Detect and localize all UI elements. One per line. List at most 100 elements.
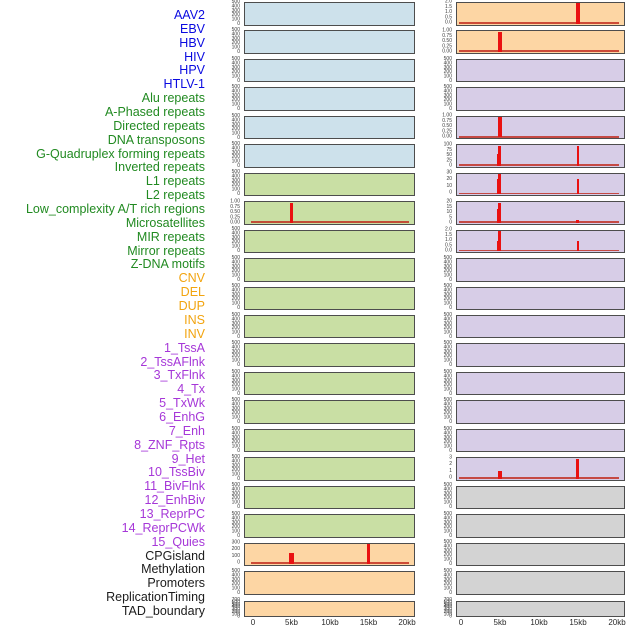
y-tick-label: 100	[443, 528, 452, 535]
y-axis-ticks: 2.0 1.5 1.0 0.5 0.0	[424, 0, 452, 26]
y-tick-label: 1.00	[442, 112, 452, 119]
y-tick-label: 0	[449, 561, 452, 567]
y-tick-label: 500	[443, 368, 452, 375]
y-tick-label: 200	[231, 410, 240, 416]
y-tick-label: 200	[443, 97, 452, 103]
y-tick-label: 0	[449, 276, 452, 283]
track-panel	[244, 343, 415, 367]
y-tick-label: 0	[237, 20, 240, 27]
track-panel	[244, 400, 415, 424]
x-axis-tick-label: 5kb	[493, 617, 507, 627]
y-tick-label: 300	[231, 263, 240, 270]
track-panel	[244, 371, 415, 396]
y-tick-label: 300	[231, 576, 240, 583]
y-tick-label: 500	[443, 84, 452, 90]
y-tick-label: 400	[443, 486, 452, 493]
y-tick-label: 200	[231, 546, 240, 552]
track-panel	[456, 371, 625, 396]
y-tick-label: 300	[231, 606, 240, 613]
y-tick-label: 10	[446, 183, 452, 189]
y-tick-label: 500	[231, 368, 240, 375]
y-tick-label: 500	[231, 226, 240, 232]
track-panel	[244, 87, 415, 111]
y-tick-label: 1	[449, 467, 452, 474]
y-axis-ticks: 500 400 300 200 100 0	[424, 568, 452, 596]
row-label-12-enhbiv: 12_EnhBiv	[144, 493, 205, 508]
y-tick-label: 200	[231, 125, 240, 132]
y-tick-label: 2.0	[445, 0, 452, 5]
y-tick-label: 1.0	[445, 9, 452, 15]
signal-baseline	[250, 221, 409, 223]
y-tick-label: 100	[443, 300, 452, 307]
y-tick-label: 100	[443, 357, 452, 364]
row-label-promoters: Promoters	[147, 576, 205, 591]
y-tick-label: 0	[237, 106, 240, 112]
signal-baseline	[458, 21, 619, 24]
track-panel	[456, 201, 625, 225]
y-tick-label: 200	[231, 609, 240, 615]
track-panel	[244, 229, 415, 254]
track-panel	[456, 144, 625, 168]
y-axis-ticks: 500 400 300 200 100 0	[212, 56, 240, 84]
y-tick-label: 400	[231, 604, 240, 610]
y-tick-label: 100	[231, 73, 240, 79]
y-tick-label: 0.0	[445, 20, 452, 26]
row-label-ins: INS	[184, 312, 205, 327]
y-tick-label: 400	[231, 287, 240, 294]
y-tick-label: 100	[443, 141, 452, 147]
y-tick-label: 200	[231, 40, 240, 46]
y-tick-label: 200	[443, 353, 452, 359]
y-tick-label: 200	[231, 495, 240, 502]
y-tick-label: 100	[443, 272, 452, 278]
row-label-mir-repeats: MIR repeats	[136, 229, 205, 244]
signal-bar	[366, 543, 370, 565]
track-panel	[244, 571, 415, 595]
y-tick-label: 500	[231, 340, 240, 346]
y-tick-label: 300	[443, 405, 452, 412]
signal-bar	[576, 179, 580, 195]
row-label-dna-transposons: DNA transposons	[107, 132, 205, 147]
row-label-hbv: HBV	[179, 35, 205, 50]
y-axis-ticks: 700 600 500 400 300 200 100 0	[424, 598, 452, 619]
y-tick-label: 0.5	[445, 14, 452, 21]
y-tick-label: 500	[443, 539, 452, 545]
row-label-inverted-repeats: Inverted repeats	[114, 160, 205, 175]
y-tick-label: 500	[231, 602, 240, 608]
y-tick-label: 300	[231, 519, 240, 526]
y-tick-label: 400	[231, 3, 240, 9]
y-tick-label: 400	[231, 230, 240, 237]
y-tick-label: 100	[231, 300, 240, 307]
signal-bar	[289, 553, 294, 565]
y-tick-label: 30	[446, 169, 452, 176]
y-tick-label: 300	[443, 576, 452, 583]
y-axis-ticks: 500 400 300 200 100 0	[212, 170, 240, 197]
y-tick-label: 500	[443, 482, 452, 488]
track-panel	[456, 229, 625, 254]
signal-bar	[497, 31, 502, 52]
signal-bar-shoulder	[496, 208, 499, 223]
y-tick-label: 300	[231, 235, 240, 241]
row-label-hiv: HIV	[184, 49, 205, 64]
y-tick-label: 200	[231, 182, 240, 189]
y-tick-label: 500	[443, 340, 452, 346]
y-axis-ticks: 500 400 300 200 100 0	[424, 84, 452, 112]
track-panel	[244, 58, 415, 83]
y-tick-label: 500	[231, 169, 240, 175]
y-tick-label: 0	[237, 559, 240, 566]
y-tick-label: 0.75	[442, 32, 452, 39]
y-tick-label: 100	[231, 471, 240, 478]
track-panel	[456, 600, 625, 617]
y-tick-label: 400	[231, 486, 240, 493]
row-label-5-txwk: 5_TxWk	[159, 396, 205, 411]
y-tick-label: 100	[231, 552, 240, 559]
track-panel	[244, 172, 415, 197]
y-tick-label: 0	[449, 77, 452, 84]
y-tick-label: 500	[231, 27, 240, 33]
row-label-mirror-repeats: Mirror repeats	[127, 243, 205, 258]
y-axis-ticks: 700 600 500 400 300 200 100 0	[212, 598, 240, 619]
row-label-g-quadruplex-forming-repeats: G-Quadruplex forming repeats	[36, 146, 205, 161]
row-label-a-phased-repeats: A-Phased repeats	[104, 105, 205, 120]
y-tick-label: 0	[237, 447, 240, 454]
y-tick-label: 0	[449, 447, 452, 454]
y-tick-label: 1.5	[445, 231, 452, 238]
